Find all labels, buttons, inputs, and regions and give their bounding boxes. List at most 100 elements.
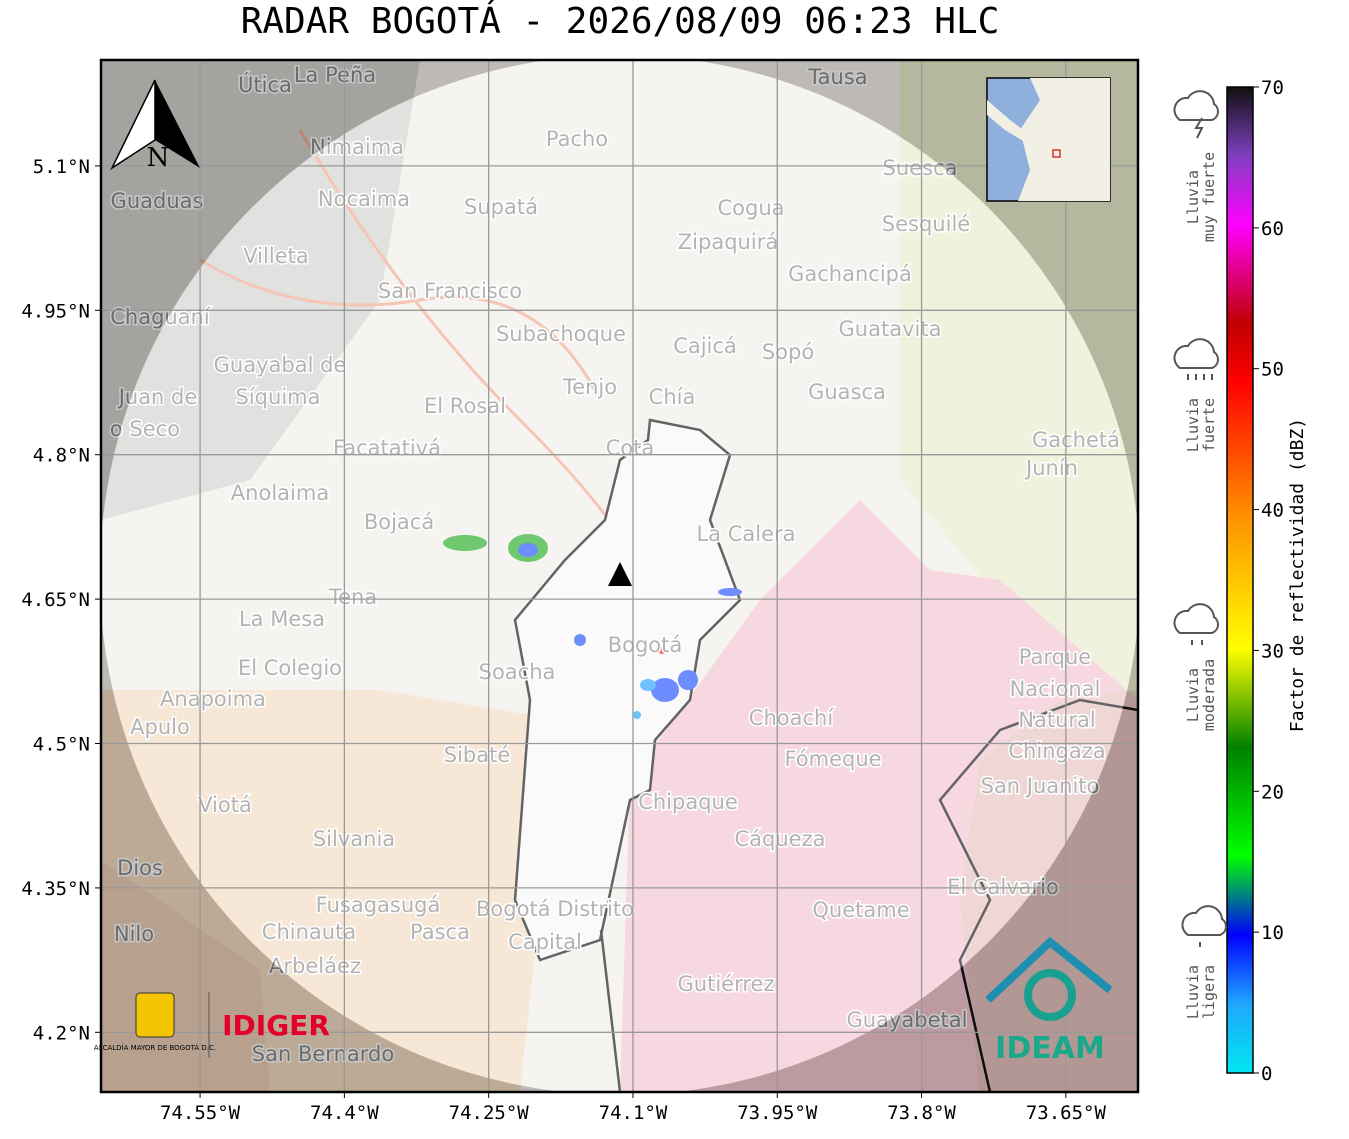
place-label: Cota bbox=[606, 436, 655, 460]
place-label: Sesquilé bbox=[882, 212, 970, 236]
place-label: Guayabetal bbox=[847, 1008, 968, 1032]
colorbar-tick-label: 10 bbox=[1261, 922, 1284, 944]
colorbar-tick-label: 0 bbox=[1261, 1063, 1272, 1085]
colorbar-tick-label: 50 bbox=[1261, 359, 1284, 381]
place-label: Nacional bbox=[1010, 677, 1101, 701]
place-label: Guaduas bbox=[111, 189, 204, 213]
place-label: Tausa bbox=[807, 65, 867, 89]
colorbar-axis: 0 10 20 30 40 50 60 70 bbox=[1253, 77, 1284, 1085]
place-label: Facatativá bbox=[333, 436, 441, 460]
place-label: Anolaima bbox=[231, 481, 329, 505]
place-label: Dios bbox=[117, 856, 163, 880]
place-label: Guatavita bbox=[839, 317, 942, 341]
rain-class-label: ligera bbox=[1200, 965, 1218, 1019]
colorbar-label: Factor de reflectividad (dBZ) bbox=[1287, 418, 1308, 732]
place-label: o Seco bbox=[110, 417, 180, 441]
place-label: Soacha bbox=[479, 660, 556, 684]
x-tick-label: 73.65°W bbox=[1026, 1102, 1107, 1124]
place-label: San Bernardo bbox=[252, 1042, 394, 1066]
place-label: Arbeláez bbox=[269, 954, 361, 978]
place-label: Villeta bbox=[243, 244, 308, 268]
place-label: San Juanito bbox=[981, 774, 1100, 798]
place-label: Guasca bbox=[808, 380, 886, 404]
place-label: Útica bbox=[238, 72, 292, 97]
rain-class-label: Lluvia bbox=[1184, 965, 1202, 1019]
north-label: N bbox=[147, 143, 170, 173]
colorbar bbox=[1226, 86, 1254, 1074]
y-tick-label: 4.95°N bbox=[21, 300, 90, 322]
place-label: Sibaté bbox=[444, 743, 511, 767]
place-label: Cogua bbox=[717, 196, 784, 220]
y-tick-label: 4.35°N bbox=[21, 878, 90, 900]
y-tick-label: 4.2°N bbox=[33, 1022, 90, 1044]
place-label: Chaguaní bbox=[110, 305, 211, 329]
rain-class-label: fuerte bbox=[1200, 398, 1218, 452]
colorbar-tick-label: 70 bbox=[1261, 77, 1284, 99]
place-label: Gutiérrez bbox=[678, 972, 775, 996]
place-label: Cajicá bbox=[673, 334, 737, 358]
rain-class-label: moderada bbox=[1200, 659, 1218, 731]
x-tick-label: 73.8°W bbox=[887, 1102, 956, 1124]
place-labels: Útica La Peña Tausa Pacho Nimaima Guaduas Noca… bbox=[108, 62, 1121, 1068]
axes: 74.55°W 74.4°W 74.25°W 74.1°W 73.95°W 73.8°W 7… bbox=[21, 156, 1106, 1124]
place-label: Sopó bbox=[762, 340, 814, 364]
place-label: Bogotá Distrito bbox=[476, 897, 634, 921]
place-label: El Calvario bbox=[947, 875, 1059, 899]
idiger-logo: IDIGER bbox=[222, 1009, 330, 1042]
place-label: Guayabal de bbox=[214, 353, 347, 377]
rain-class-label: Lluvia bbox=[1184, 398, 1202, 452]
place-label: Nocaima bbox=[318, 187, 410, 211]
y-tick-label: 5.1°N bbox=[33, 156, 90, 178]
alcaldia-logo: ALCALDÍA MAYOR DE BOGOTÁ D.C. bbox=[94, 1043, 216, 1052]
x-tick-label: 74.25°W bbox=[449, 1102, 530, 1124]
colorbar-tick-label: 40 bbox=[1261, 500, 1284, 522]
y-tick-label: 4.8°N bbox=[33, 445, 90, 467]
y-tick-label: 4.5°N bbox=[33, 734, 90, 756]
title: RADAR BOGOTÁ - 2026/08/09 06:23 HLC bbox=[241, 0, 1000, 42]
place-label: Apulo bbox=[130, 715, 190, 739]
place-label: El Rosal bbox=[424, 394, 506, 418]
place-label: Nilo bbox=[114, 922, 154, 946]
colorbar-tick-label: 30 bbox=[1261, 640, 1284, 662]
rain-class-label: muy fuerte bbox=[1200, 152, 1218, 242]
place-label: Parque bbox=[1019, 645, 1091, 669]
place-label: Tena bbox=[328, 585, 377, 609]
place-label: Gachancipá bbox=[788, 262, 912, 286]
place-label: Chipaque bbox=[638, 790, 738, 814]
place-label: La Mesa bbox=[239, 607, 325, 631]
place-label: Chía bbox=[649, 385, 696, 409]
rain-class-label: Lluvia bbox=[1184, 170, 1202, 224]
place-label: Fómeque bbox=[784, 747, 881, 771]
north-arrow: N bbox=[110, 79, 200, 173]
grid bbox=[101, 60, 1138, 1092]
place-label: Juan de bbox=[117, 385, 198, 409]
logos: ALCALDÍA MAYOR DE BOGOTÁ D.C. IDIGER IDE… bbox=[94, 936, 1113, 1066]
y-tick-label: 4.65°N bbox=[21, 589, 90, 611]
place-label: Anapoima bbox=[160, 687, 266, 711]
place-label: Capital bbox=[508, 930, 582, 954]
place-label: Gachetá bbox=[1032, 428, 1120, 452]
radar-site bbox=[608, 562, 632, 586]
x-tick-label: 74.55°W bbox=[160, 1102, 241, 1124]
x-tick-label: 73.95°W bbox=[737, 1102, 818, 1124]
place-label: Choachí bbox=[749, 706, 835, 730]
place-label: La Peña bbox=[294, 63, 376, 87]
place-label: Fusagasugá bbox=[316, 893, 441, 917]
place-label: Pasca bbox=[410, 920, 470, 944]
place-label: Tenjo bbox=[562, 375, 617, 399]
place-label: Suesca bbox=[883, 156, 958, 180]
place-label: Quetame bbox=[812, 898, 909, 922]
inset-map bbox=[986, 77, 1111, 202]
map-frame bbox=[99, 58, 1140, 1094]
place-label: Supatá bbox=[464, 195, 538, 219]
place-label: Silvania bbox=[313, 827, 395, 851]
place-label: El Colegio bbox=[238, 656, 342, 680]
place-label: Junín bbox=[1024, 456, 1078, 480]
place-label: Natural bbox=[1018, 708, 1095, 732]
place-label: Nimaima bbox=[310, 135, 404, 159]
place-label: San Francisco bbox=[378, 279, 522, 303]
place-label: Síquima bbox=[236, 385, 321, 409]
place-label: Chinauta bbox=[262, 920, 356, 944]
